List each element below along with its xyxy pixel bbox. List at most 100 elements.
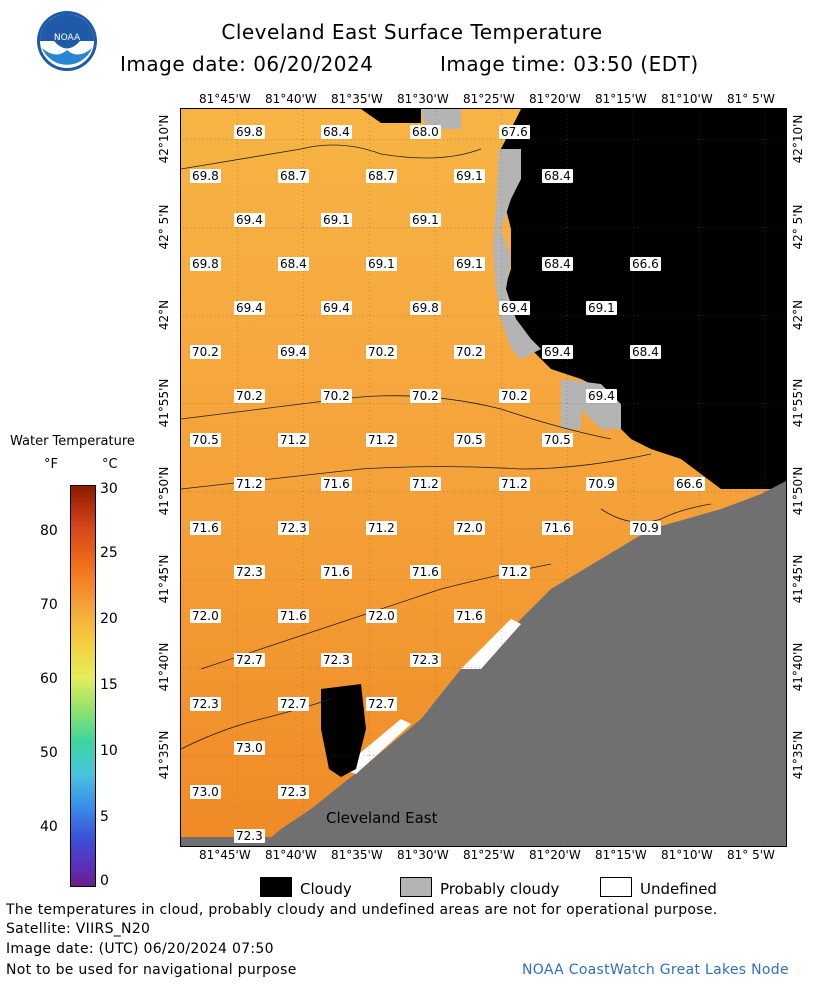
lon-tick: 81° 5'W (727, 92, 775, 106)
temperature-label: 69.4 (234, 213, 265, 227)
temperature-label: 70.5 (454, 433, 485, 447)
legend-title: Water Temperature (10, 434, 135, 449)
temperature-label: 71.2 (366, 521, 397, 535)
c-tick: 10 (100, 743, 118, 759)
temperature-label: 70.2 (234, 389, 265, 403)
undefined-swatch (600, 877, 632, 897)
lon-tick: 81°45'W (199, 848, 251, 862)
lat-tick: 41°45'N (791, 554, 805, 604)
lon-tick: 81°10'W (661, 92, 713, 106)
c-tick: 20 (100, 611, 118, 627)
lat-tick: 41°55'N (791, 378, 805, 428)
lat-tick: 42° 5'N (157, 204, 171, 250)
page-title: Cleveland East Surface Temperature (221, 20, 603, 44)
temperature-label: 72.3 (278, 521, 309, 535)
temperature-label: 72.3 (190, 697, 221, 711)
f-tick: 80 (40, 523, 58, 539)
cloudy-label: Cloudy (300, 880, 352, 898)
temperature-label: 73.0 (234, 741, 265, 755)
temperature-label: 68.7 (366, 169, 397, 183)
temperature-label: 68.0 (410, 125, 441, 139)
temperature-label: 72.3 (410, 653, 441, 667)
credit-link[interactable]: NOAA CoastWatch Great Lakes Node (522, 962, 789, 978)
temperature-label: 66.6 (630, 257, 661, 271)
temperature-label: 68.4 (630, 345, 661, 359)
temperature-label: 70.2 (499, 389, 530, 403)
temperature-label: 71.2 (234, 477, 265, 491)
temperature-label: 70.5 (190, 433, 221, 447)
image-time: Image time: 03:50 (EDT) (440, 52, 699, 76)
lat-tick: 41°35'N (791, 730, 805, 780)
temperature-label: 71.2 (410, 477, 441, 491)
lon-tick: 81°30'W (397, 848, 449, 862)
lon-tick: 81°15'W (595, 92, 647, 106)
temperature-label: 70.2 (190, 345, 221, 359)
temperature-label: 72.3 (321, 653, 352, 667)
temperature-label: 69.4 (499, 301, 530, 315)
temperature-label: 68.7 (278, 169, 309, 183)
lon-tick: 81°20'W (529, 92, 581, 106)
lat-tick: 42°N (157, 299, 171, 331)
temperature-label: 69.1 (454, 257, 485, 271)
temperature-label: 69.1 (586, 301, 617, 315)
temperature-label: 69.4 (278, 345, 309, 359)
temperature-label: 66.6 (674, 477, 705, 491)
temperature-label: 69.8 (190, 257, 221, 271)
region-label: Cleveland East (326, 809, 438, 827)
lon-tick: 81°10'W (661, 848, 713, 862)
temperature-label: 69.1 (366, 257, 397, 271)
lat-tick: 41°55'N (157, 378, 171, 428)
temperature-label: 72.7 (278, 697, 309, 711)
lat-ticks-right: 42°10'N 42° 5'N 42°N 41°55'N 41°50'N 41°… (786, 108, 824, 845)
temperature-label: 72.3 (234, 829, 265, 843)
cloudy-swatch (260, 877, 292, 897)
temperature-label: 71.6 (321, 565, 352, 579)
temperature-label: 72.0 (366, 609, 397, 623)
legend-f-ticks: 80 70 60 50 40 (30, 485, 70, 885)
temperature-label: 70.2 (410, 389, 441, 403)
c-tick: 0 (100, 873, 109, 889)
lon-tick: 81°30'W (397, 92, 449, 106)
temperature-label: 69.4 (321, 301, 352, 315)
c-tick: 5 (100, 809, 109, 825)
utc-date-text: Image date: (UTC) 06/20/2024 07:50 (6, 941, 274, 957)
lon-ticks-bottom: 81°45'W 81°40'W 81°35'W 81°30'W 81°25'W … (0, 848, 824, 864)
f-tick: 70 (40, 597, 58, 613)
disclaimer-text: The temperatures in cloud, probably clou… (6, 902, 718, 918)
lat-tick: 41°50'N (791, 466, 805, 516)
temperature-label: 68.4 (321, 125, 352, 139)
lon-tick: 81°25'W (463, 848, 515, 862)
temperature-label: 71.6 (542, 521, 573, 535)
temperature-label: 72.0 (454, 521, 485, 535)
lon-tick: 81°25'W (463, 92, 515, 106)
temperature-label: 67.6 (499, 125, 530, 139)
lon-tick: 81° 5'W (727, 848, 775, 862)
lat-tick: 42°N (791, 299, 805, 331)
temperature-label: 70.2 (366, 345, 397, 359)
lat-tick: 41°45'N (157, 554, 171, 604)
temperature-label: 71.6 (278, 609, 309, 623)
temperature-label: 70.9 (630, 521, 661, 535)
temperature-label: 69.1 (321, 213, 352, 227)
f-tick: 40 (40, 819, 58, 835)
lon-tick: 81°20'W (529, 848, 581, 862)
temperature-label: 71.6 (410, 565, 441, 579)
lat-tick: 41°40'N (791, 642, 805, 692)
temperature-label: 71.6 (321, 477, 352, 491)
f-tick: 60 (40, 671, 58, 687)
svg-text:NOAA: NOAA (54, 33, 81, 43)
temperature-label: 72.7 (234, 653, 265, 667)
temperature-label: 70.2 (321, 389, 352, 403)
temperature-label: 69.4 (234, 301, 265, 315)
lat-tick: 41°50'N (157, 466, 171, 516)
lon-tick: 81°35'W (331, 848, 383, 862)
image-date: Image date: 06/20/2024 (120, 52, 374, 76)
c-tick: 25 (100, 545, 118, 561)
lon-tick: 81°45'W (199, 92, 251, 106)
undefined-label: Undefined (640, 880, 717, 898)
nav-warning-text: Not to be used for navigational purpose (6, 962, 297, 978)
temperature-label: 69.1 (410, 213, 441, 227)
probably-cloudy-label: Probably cloudy (440, 880, 560, 898)
temperature-label: 71.2 (278, 433, 309, 447)
temperature-label: 69.4 (586, 389, 617, 403)
